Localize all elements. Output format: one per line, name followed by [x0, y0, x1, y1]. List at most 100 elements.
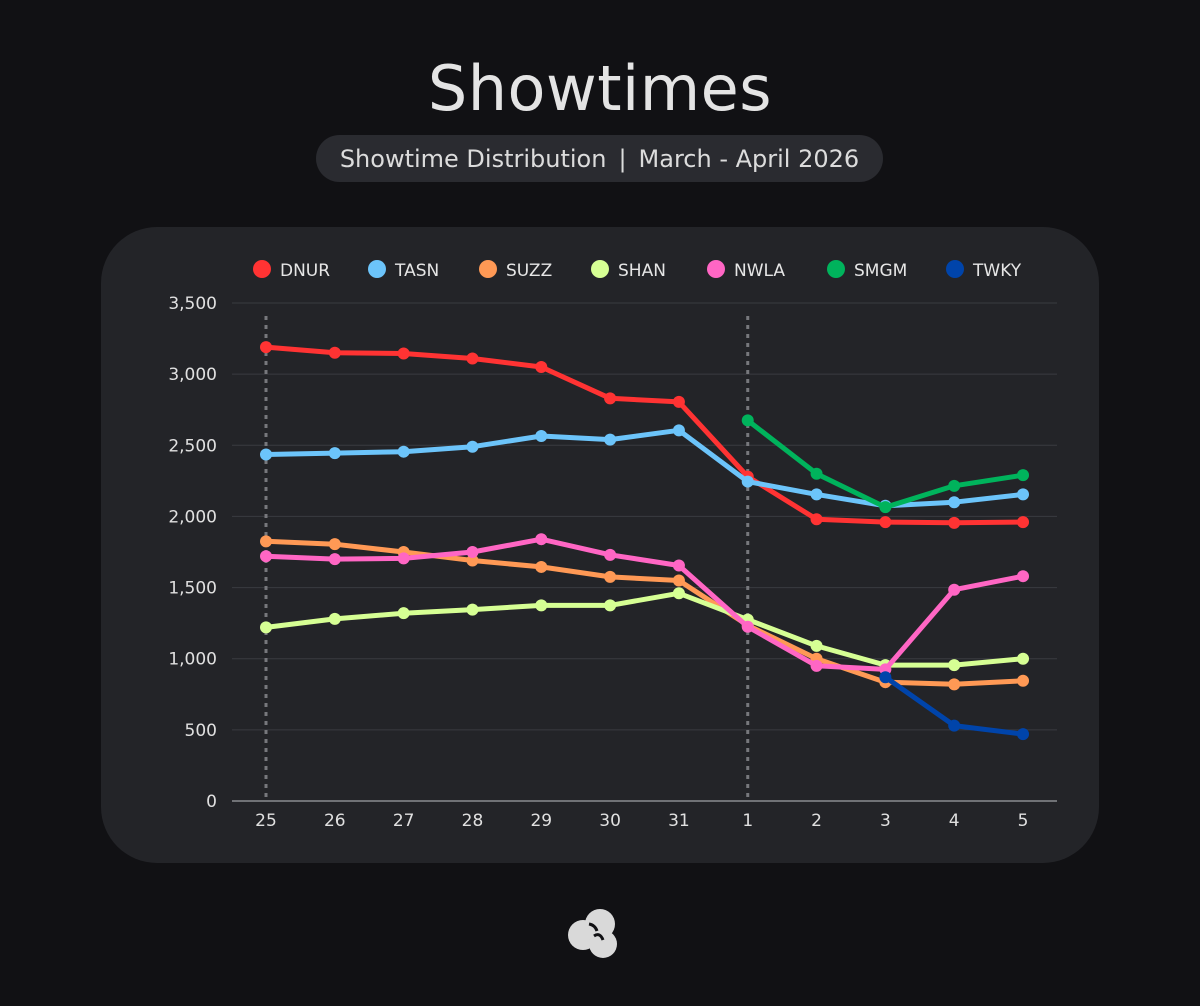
legend-label: TASN — [394, 261, 439, 281]
legend-swatch — [253, 260, 271, 278]
data-point — [535, 533, 548, 546]
data-point — [604, 433, 617, 446]
series-line — [263, 536, 1026, 672]
data-point — [1017, 570, 1030, 583]
subtitle-right: March - April 2026 — [638, 144, 860, 173]
subtitle-separator: | — [618, 144, 627, 173]
legend-item-shan[interactable]: SHAN — [591, 260, 666, 281]
data-point — [948, 659, 961, 672]
x-tick-label: 31 — [668, 811, 690, 831]
page-title: Showtimes — [427, 52, 773, 125]
data-point — [948, 496, 961, 509]
series-shan — [260, 587, 1030, 672]
x-tick-label: 25 — [255, 811, 277, 831]
legend-item-twky[interactable]: TWKY — [946, 260, 1022, 281]
subtitle-left: Showtime Distribution — [339, 144, 607, 173]
y-tick-label: 1,500 — [168, 579, 217, 599]
data-point — [1017, 469, 1030, 482]
data-point — [397, 347, 410, 360]
data-point — [1017, 652, 1030, 665]
x-tick-label: 29 — [530, 811, 552, 831]
data-point — [741, 620, 754, 633]
data-point — [535, 599, 548, 612]
series-nwla — [260, 533, 1030, 676]
data-point — [260, 535, 272, 548]
data-point — [328, 612, 341, 625]
legend: DNUR TASN SUZZ SHAN NWLA SMGM TWKY — [253, 260, 1022, 281]
data-point — [466, 603, 479, 616]
data-point — [328, 447, 341, 460]
legend-swatch — [479, 260, 497, 278]
y-tick-label: 3,000 — [168, 365, 217, 385]
legend-label: NWLA — [734, 261, 785, 281]
data-point — [672, 574, 685, 587]
data-point — [604, 570, 617, 583]
x-tick-label: 1 — [742, 811, 753, 831]
data-point — [810, 488, 823, 501]
y-tick-label: 3,500 — [168, 294, 217, 314]
data-point — [741, 414, 754, 427]
data-point — [672, 559, 685, 572]
data-point — [260, 621, 272, 634]
legend-swatch — [707, 260, 725, 278]
y-axis-ticks: 0 500 1,000 1,500 2,000 2,500 3,000 3,500 — [168, 294, 217, 812]
y-tick-label: 500 — [185, 721, 217, 741]
series-line — [263, 427, 1026, 509]
data-point — [948, 719, 961, 732]
legend-item-suzz[interactable]: SUZZ — [479, 260, 552, 281]
data-point — [948, 678, 961, 691]
x-tick-label: 5 — [1018, 811, 1029, 831]
legend-item-tasn[interactable]: TASN — [368, 260, 439, 281]
data-point — [1017, 516, 1030, 529]
data-point — [604, 548, 617, 561]
data-point — [810, 659, 823, 672]
data-point — [535, 560, 548, 573]
data-point — [1017, 728, 1030, 741]
x-tick-label: 4 — [949, 811, 960, 831]
legend-swatch — [368, 260, 386, 278]
data-point — [260, 550, 272, 563]
data-point — [328, 346, 341, 359]
x-axis-ticks: 25 26 27 28 29 30 31 1 2 3 4 5 — [255, 811, 1028, 831]
cloud-logo-icon — [568, 909, 617, 958]
series-twky — [879, 671, 1030, 741]
legend-swatch — [946, 260, 964, 278]
data-point — [810, 513, 823, 526]
legend-label: DNUR — [280, 261, 330, 281]
data-point — [260, 448, 272, 461]
series-smgm — [741, 414, 1030, 514]
legend-label: SUZZ — [506, 261, 552, 281]
data-point — [535, 361, 548, 374]
legend-swatch — [591, 260, 609, 278]
legend-swatch — [827, 260, 845, 278]
data-point — [397, 445, 410, 458]
x-tick-label: 27 — [393, 811, 415, 831]
y-tick-label: 1,000 — [168, 650, 217, 670]
data-point — [672, 424, 685, 437]
data-point — [328, 538, 341, 551]
subtitle-pill: Showtime Distribution | March - April 20… — [316, 135, 883, 182]
data-point — [604, 392, 617, 405]
data-point — [672, 395, 685, 408]
data-point — [466, 440, 479, 453]
data-point — [535, 430, 548, 443]
series-line — [745, 417, 1026, 510]
data-point — [1017, 674, 1030, 687]
data-point — [466, 554, 479, 567]
x-tick-label: 28 — [462, 811, 484, 831]
legend-item-dnur[interactable]: DNUR — [253, 260, 330, 281]
data-point — [879, 671, 892, 684]
legend-item-nwla[interactable]: NWLA — [707, 260, 785, 281]
data-point — [879, 501, 892, 514]
data-point — [1017, 488, 1030, 501]
data-point — [604, 599, 617, 612]
x-tick-label: 2 — [811, 811, 822, 831]
y-tick-label: 2,000 — [168, 507, 217, 527]
data-point — [741, 475, 754, 488]
legend-label: SMGM — [854, 261, 907, 281]
legend-item-smgm[interactable]: SMGM — [827, 260, 907, 281]
data-point — [879, 516, 892, 529]
data-point — [948, 479, 961, 492]
data-point — [948, 516, 961, 529]
